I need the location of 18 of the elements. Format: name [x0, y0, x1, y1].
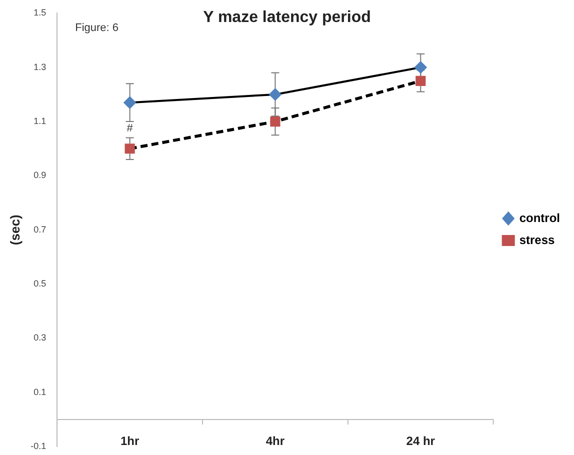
- annotation: Figure: 6: [75, 22, 119, 34]
- y-tick-label: 0.7: [34, 224, 46, 234]
- annotation: #: [126, 122, 134, 135]
- y-tick-label: 1.3: [34, 62, 46, 72]
- x-tick-label: 4hr: [266, 434, 285, 448]
- y-tick-label: -0.1: [30, 441, 46, 452]
- y-tick-label: 1.1: [34, 116, 46, 126]
- legend-label: stress: [519, 232, 556, 247]
- y-tick-label: 1.5: [34, 8, 46, 18]
- y-tick-label: 0.5: [34, 278, 46, 289]
- x-tick-label: 24 hr: [406, 434, 436, 448]
- y-axis-title: (sec): [7, 214, 22, 246]
- y-tick-label: 0.9: [34, 170, 46, 180]
- chart-title: Y maze latency period: [203, 9, 371, 26]
- x-tick-label: 1hr: [120, 434, 140, 448]
- y-tick-label: 0.3: [34, 332, 46, 343]
- y-tick-label: 0.1: [34, 386, 46, 397]
- legend-label: control: [519, 210, 560, 225]
